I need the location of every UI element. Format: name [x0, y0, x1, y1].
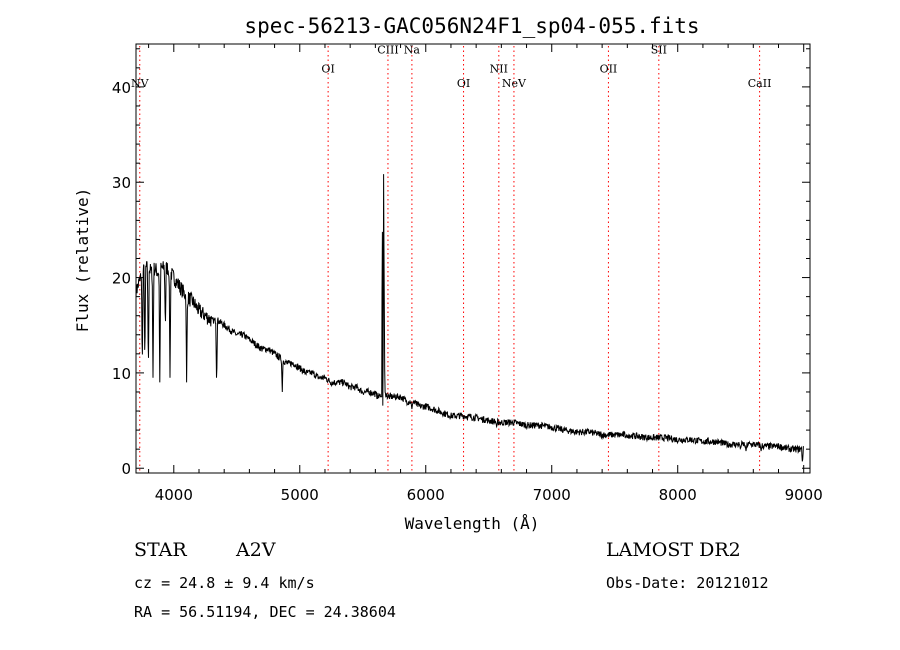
plot-frame: [135, 43, 811, 474]
line-label-oii-7: OII: [600, 63, 618, 76]
chart-title: spec-56213-GAC056N24F1_sp04-055.fits: [244, 14, 699, 38]
y-tick-label-30: 30: [112, 174, 131, 192]
x-tick-label-6000: 6000: [407, 486, 445, 504]
observation-date: Obs-Date: 20121012: [606, 574, 769, 592]
y-tick-label-20: 20: [112, 270, 131, 288]
line-label-oi-1: OI: [321, 63, 334, 76]
line-label-na-3: Na: [404, 44, 421, 57]
line-label-nv-0: NV: [131, 77, 150, 90]
x-tick-label-4000: 4000: [155, 486, 193, 504]
spectrum-line: [135, 174, 804, 462]
line-label-nii-5: NII: [490, 63, 508, 76]
line-label-ciii-2: CIII: [377, 44, 398, 57]
x-tick-label-7000: 7000: [533, 486, 571, 504]
y-axis-label: Flux (relative): [73, 188, 92, 333]
sky-coordinates: RA = 56.51194, DEC = 24.38604: [134, 603, 396, 621]
x-axis-label: Wavelength (Å): [405, 514, 540, 533]
redshift-cz: cz = 24.8 ± 9.4 km/s: [134, 574, 315, 592]
object-class: STAR: [134, 539, 187, 561]
line-label-nev-6: NeV: [502, 77, 527, 90]
y-tick-label-0: 0: [121, 460, 131, 478]
x-tick-label-8000: 8000: [659, 486, 697, 504]
spectral-subclass: A2V: [236, 539, 276, 561]
axes: 4000 5000 6000 7000 8000 9000 0 10 20 30 40: [112, 44, 823, 504]
x-tick-label-9000: 9000: [785, 486, 823, 504]
line-label-caii-9: CaII: [748, 77, 772, 90]
line-label-oi-4: OI: [457, 77, 470, 90]
y-tick-label-10: 10: [112, 365, 131, 383]
survey-name: LAMOST DR2: [606, 539, 741, 561]
y-tick-label-40: 40: [112, 79, 131, 97]
x-tick-label-5000: 5000: [281, 486, 319, 504]
line-label-sii-8: SII: [651, 44, 667, 57]
